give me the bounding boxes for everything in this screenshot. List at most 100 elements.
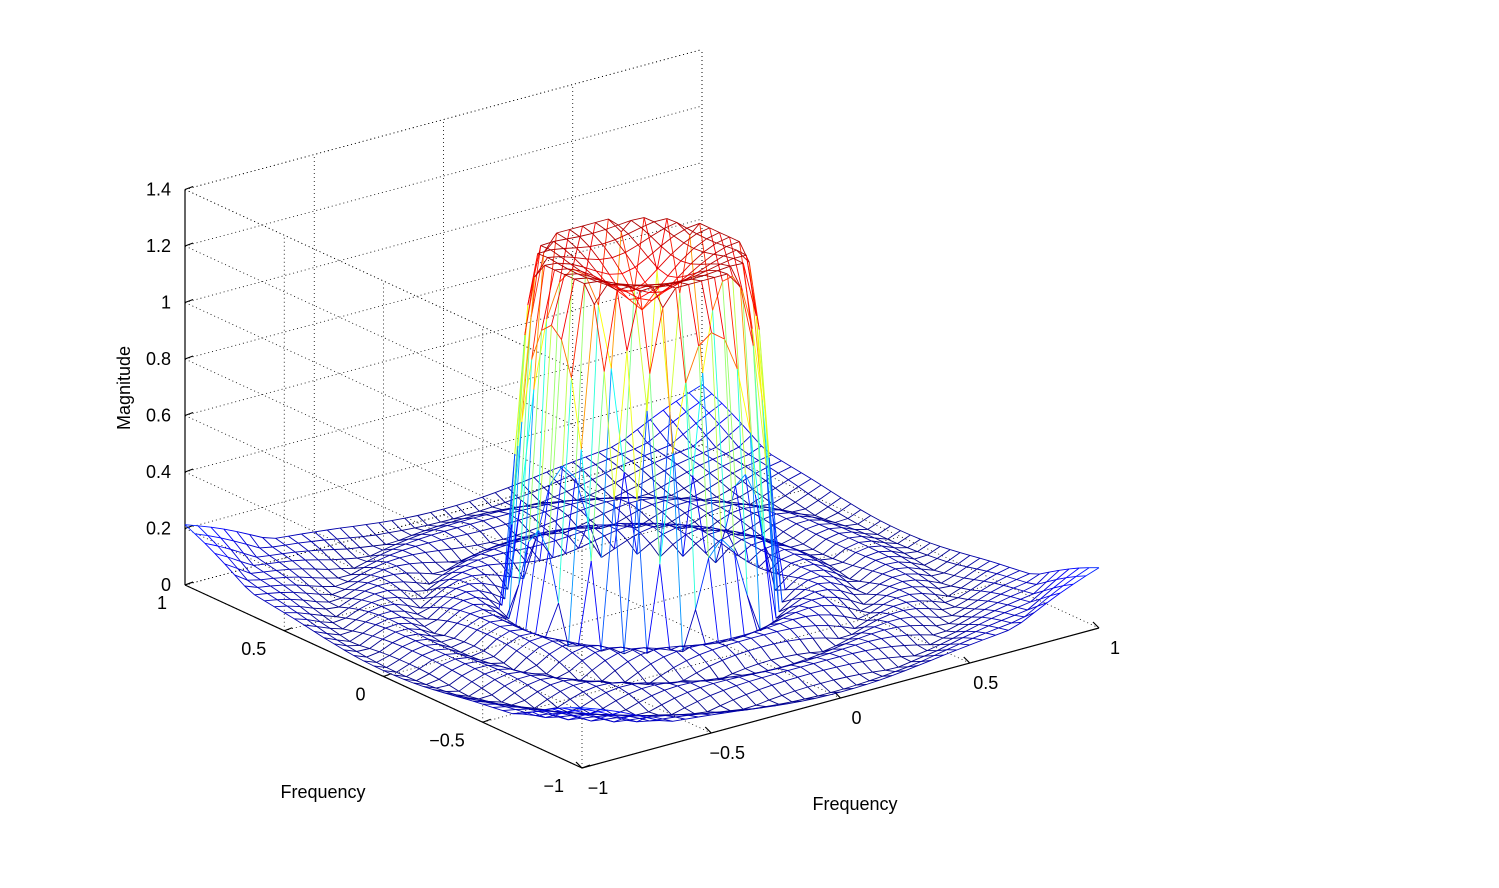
mesh-segment — [597, 711, 612, 716]
mesh-segment — [734, 530, 745, 534]
mesh-segment — [462, 571, 473, 577]
mesh-segment — [558, 602, 569, 647]
mesh-segment — [715, 548, 729, 564]
mesh-segment — [1007, 604, 1018, 608]
mesh-segment — [792, 508, 806, 513]
mesh-segment — [557, 698, 571, 708]
mesh-segment — [890, 525, 901, 532]
mesh-segment — [396, 565, 407, 574]
mesh-segment — [889, 585, 900, 591]
mesh-segment — [560, 499, 574, 503]
mesh-segment — [364, 585, 378, 592]
mesh-segment — [611, 439, 625, 448]
mesh-segment — [986, 563, 1001, 572]
mesh-segment — [293, 618, 305, 626]
mesh-segment — [313, 630, 327, 634]
mesh-segment — [933, 654, 944, 657]
mesh-segment — [771, 454, 782, 462]
mesh-segment — [627, 233, 639, 246]
mesh-segment — [882, 568, 896, 575]
mesh-segment — [356, 648, 370, 652]
mesh-segment — [747, 650, 759, 665]
mesh-segment — [719, 480, 730, 491]
mesh-segment — [825, 637, 836, 647]
mesh-segment — [236, 531, 247, 545]
mesh-segment — [413, 591, 424, 599]
mesh-segment — [846, 581, 857, 591]
mesh-segment — [696, 672, 707, 682]
mesh-segment — [851, 531, 865, 535]
mesh-segment — [977, 599, 988, 602]
mesh-segment — [755, 704, 767, 708]
mesh-segment — [754, 631, 765, 636]
mesh-segment — [310, 613, 324, 616]
mesh-segment — [435, 561, 446, 571]
mesh-segment — [617, 648, 632, 654]
mesh-segment — [602, 488, 613, 499]
mesh-segment — [706, 480, 721, 490]
mesh-segment — [383, 565, 397, 571]
mesh-segment — [569, 698, 581, 709]
mesh-segment — [260, 579, 271, 587]
mesh-segment — [702, 372, 717, 563]
mesh-segment — [616, 502, 630, 509]
mesh-segment — [805, 523, 820, 530]
mesh-segment — [274, 605, 288, 608]
mesh-segment — [909, 592, 923, 595]
mesh-segment — [493, 644, 508, 657]
mesh-segment — [921, 593, 933, 602]
mesh-segment — [903, 610, 914, 618]
mesh-segment — [366, 560, 377, 562]
mesh-segment — [821, 519, 833, 525]
mesh-segment — [654, 456, 668, 464]
mesh-segment — [492, 706, 503, 712]
mesh-segment — [998, 622, 1012, 629]
mesh-segment — [223, 528, 237, 533]
mesh-segment — [437, 608, 451, 621]
mesh-segment — [784, 577, 799, 591]
mesh-segment — [481, 687, 493, 696]
mesh-segment — [389, 655, 400, 661]
mesh-segment — [468, 687, 483, 697]
mesh-segment — [452, 565, 466, 573]
mesh-segment — [641, 684, 655, 690]
mesh-segment — [700, 687, 711, 696]
mesh-segment — [459, 604, 474, 611]
mesh-segment — [409, 654, 423, 665]
mesh-segment — [233, 540, 244, 554]
mesh-segment — [453, 597, 464, 601]
mesh-segment — [561, 712, 572, 717]
mesh-segment — [879, 675, 893, 681]
mesh-segment — [600, 717, 615, 723]
mesh-segment — [408, 628, 422, 631]
mesh-segment — [711, 393, 723, 404]
mesh-segment — [678, 278, 692, 283]
mesh-segment — [384, 597, 395, 605]
mesh-segment — [283, 584, 294, 593]
mesh-segment — [541, 520, 555, 527]
mesh-segment — [428, 673, 440, 680]
mesh-segment — [542, 636, 553, 642]
mesh-segment — [584, 274, 599, 306]
mesh-segment — [414, 527, 425, 532]
mesh-segment — [453, 625, 468, 639]
mesh-segment — [596, 270, 610, 275]
mesh-segment — [376, 554, 390, 562]
mesh-segment — [286, 605, 298, 614]
mesh-segment — [359, 635, 373, 646]
mesh-segment — [519, 635, 530, 642]
mesh-segment — [443, 588, 457, 597]
mesh-segment — [804, 583, 819, 590]
mesh-segment — [351, 590, 366, 599]
mesh-segment — [639, 717, 650, 722]
mesh-segment — [487, 664, 498, 670]
mesh-segment — [891, 550, 902, 558]
mesh-segment — [878, 551, 889, 558]
mesh-segment — [587, 713, 602, 719]
mesh-segment — [529, 640, 540, 648]
z-gridline-left-wall — [184, 528, 583, 712]
mesh-segment — [329, 627, 341, 636]
mesh-segment — [467, 657, 479, 662]
mesh-segment — [404, 517, 416, 529]
mesh-segment — [299, 576, 313, 579]
